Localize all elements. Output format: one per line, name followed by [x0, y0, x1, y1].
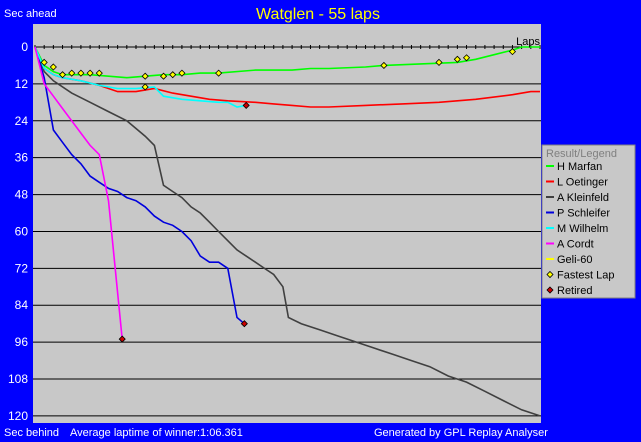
- fastest-lap-marker: [435, 58, 443, 66]
- legend-label-m-wilhelm: M Wilhelm: [557, 223, 608, 235]
- legend-label-p-schleifer: P Schleifer: [557, 208, 610, 220]
- markers: [40, 48, 517, 343]
- fastest-lap-marker: [95, 69, 103, 77]
- legend-swatch-fastest-lap: [546, 270, 554, 279]
- legend: Result/Legend H Marfan L Oetinger A Kleinf…: [541, 144, 636, 299]
- y-tick-60: 60: [15, 224, 29, 238]
- fastest-lap-marker: [178, 69, 186, 77]
- laps-axis-label: Laps: [516, 36, 540, 48]
- fastest-lap-marker: [462, 54, 471, 62]
- legend-label-geli-60: Geli-60: [557, 254, 592, 266]
- fastest-lap-marker: [77, 69, 85, 77]
- y-tick-96: 96: [15, 335, 29, 349]
- series-line-p-schleifer: [34, 46, 245, 325]
- y-tick-120: 120: [8, 409, 28, 423]
- legend-label-fastest-lap: Fastest Lap: [557, 270, 614, 282]
- legend-label-l-oetinger: L Oetinger: [557, 177, 608, 189]
- fastest-lap-marker: [58, 71, 67, 79]
- y-tick-108: 108: [8, 372, 28, 386]
- sec-ahead-label: Sec ahead: [4, 8, 57, 20]
- fastest-lap-marker: [169, 71, 177, 79]
- fastest-lap-marker: [40, 58, 48, 66]
- series-line-a-kleinfeld: [34, 46, 541, 417]
- legend-box: [541, 144, 636, 299]
- y-tick-12: 12: [15, 77, 29, 91]
- legend-title: Result/Legend: [546, 148, 617, 160]
- y-tick-84: 84: [15, 298, 29, 312]
- chart-title: Watglen - 55 laps: [256, 6, 380, 23]
- fastest-lap-marker: [49, 63, 57, 71]
- retired-marker: [242, 101, 250, 109]
- generated-by-label: Generated by GPL Replay Analyser: [374, 427, 548, 439]
- legend-items: H Marfan L Oetinger A Kleinfeld P Schleifer…: [546, 161, 614, 297]
- y-tick-labels: 0 12 24 36 48 60 72 84 96 108 120: [8, 40, 28, 423]
- series-line-a-cordt: [34, 46, 123, 340]
- plot-area: [33, 24, 541, 423]
- series-line-h-marfan: [34, 46, 540, 79]
- legend-label-h-marfan: H Marfan: [557, 161, 602, 173]
- retired-marker: [240, 320, 248, 328]
- y-tick-0: 0: [21, 40, 28, 54]
- fastest-lap-marker: [86, 69, 94, 77]
- fastest-lap-marker: [68, 69, 76, 77]
- y-tick-36: 36: [15, 151, 29, 165]
- fastest-lap-marker: [508, 48, 517, 56]
- fastest-lap-marker: [141, 72, 149, 80]
- y-tick-48: 48: [15, 188, 29, 202]
- sec-behind-label: Sec behind: [4, 427, 59, 439]
- fastest-lap-marker: [453, 55, 461, 63]
- laps-axis: [34, 45, 541, 49]
- series-lines: [34, 46, 541, 417]
- y-tick-24: 24: [15, 114, 29, 128]
- legend-label-a-kleinfeld: A Kleinfeld: [557, 192, 609, 204]
- retired-marker: [118, 335, 126, 343]
- legend-label-retired: Retired: [557, 285, 592, 297]
- legend-label-a-cordt: A Cordt: [557, 239, 594, 251]
- avg-laptime-label: Average laptime of winner:1:06.361: [70, 427, 243, 439]
- fastest-lap-marker: [141, 83, 149, 91]
- legend-swatch-retired: [546, 286, 554, 294]
- fastest-lap-marker: [159, 72, 168, 80]
- y-tick-72: 72: [15, 261, 29, 275]
- fastest-lap-marker: [215, 69, 223, 77]
- fastest-lap-marker: [380, 61, 388, 70]
